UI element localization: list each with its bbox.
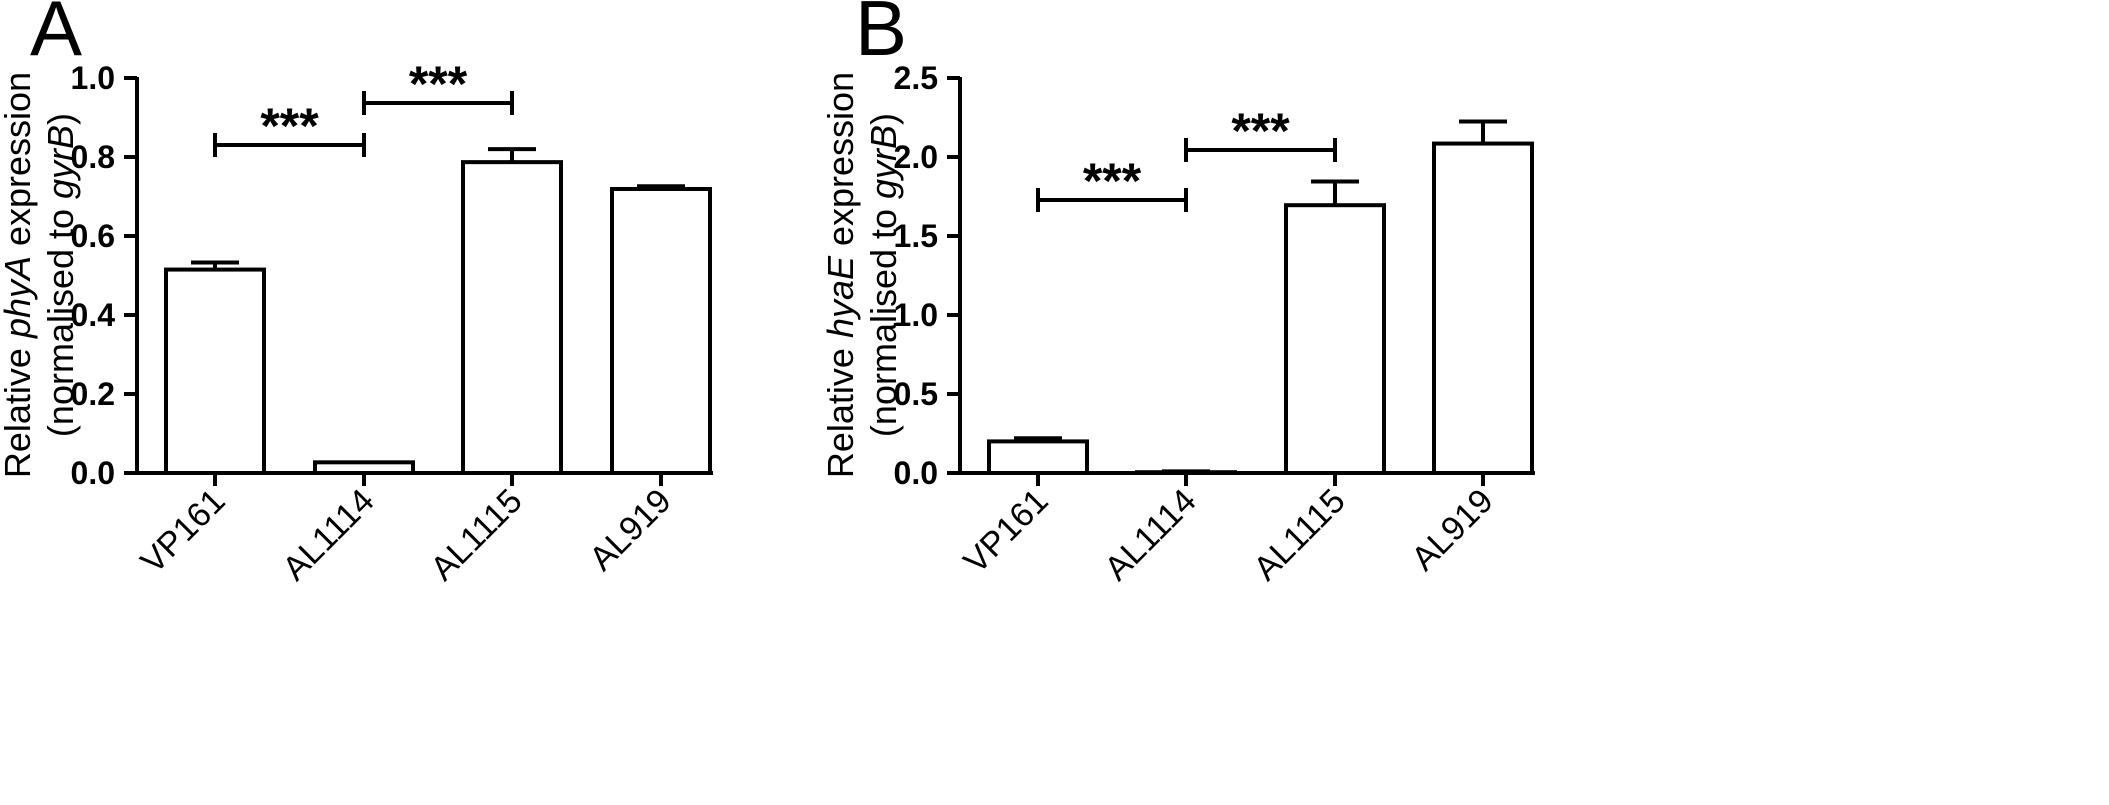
y-axis-label-suffix: expression (820, 72, 861, 256)
y-tick-label: 0.6 (71, 218, 115, 254)
y-tick-label: 0.0 (71, 455, 115, 491)
x-tick-label: VP161 (134, 482, 233, 581)
bar (313, 460, 415, 475)
bar (1432, 141, 1534, 475)
y-axis-label-prefix: Relative (820, 338, 861, 478)
y-tick-label: 0.5 (894, 376, 938, 412)
significance-label: *** (260, 98, 319, 154)
y-axis-label: Relative hyaE expression (820, 72, 861, 478)
y-tick-label: 2.0 (894, 139, 938, 175)
x-tick-label: AL1115 (1246, 482, 1352, 588)
bar (610, 186, 712, 475)
significance-label: *** (409, 56, 468, 112)
y-axis-label-gene: phyA (0, 256, 38, 339)
y-tick-label: 1.0 (894, 297, 938, 333)
significance-label: *** (1083, 153, 1142, 209)
bar (164, 267, 266, 476)
bar (461, 160, 563, 475)
y-tick-label: 1.0 (71, 60, 115, 96)
y-axis-label-normalisation: (normalised to gyrB) (863, 113, 904, 437)
y-tick-label: 0.8 (71, 139, 115, 175)
y-tick-label: 0.0 (894, 455, 938, 491)
x-tick-label: AL919 (1404, 482, 1500, 578)
bar (987, 439, 1089, 475)
panel-letter: B (855, 0, 907, 72)
y-tick-label: 2.5 (894, 60, 938, 96)
normalisation-suffix: ) (863, 113, 904, 125)
significance-label: *** (1231, 103, 1290, 159)
y-axis-label-gene: hyaE (820, 255, 861, 338)
x-tick-label: AL1114 (275, 482, 381, 588)
y-tick-label: 0.2 (71, 376, 115, 412)
bar (1284, 203, 1386, 475)
normalisation-suffix: ) (40, 113, 81, 125)
x-tick-label: AL919 (582, 482, 678, 578)
normalisation-prefix: (normalised to (40, 199, 81, 437)
y-axis-label: Relative phyA expression (0, 72, 38, 478)
y-axis-label-normalisation: (normalised to gyrB) (40, 113, 81, 437)
x-tick-label: AL1115 (423, 482, 529, 588)
y-tick-label: 0.4 (71, 297, 116, 333)
panel-letter: A (30, 0, 82, 72)
normalisation-gene: gyrB (863, 125, 904, 199)
x-tick-label: VP161 (957, 482, 1056, 581)
y-axis-label-prefix: Relative (0, 338, 38, 478)
normalisation-prefix: (normalised to (863, 199, 904, 437)
normalisation-gene: gyrB (40, 125, 81, 199)
y-tick-label: 1.5 (894, 218, 938, 254)
y-axis-label-suffix: expression (0, 72, 38, 256)
x-tick-label: AL1114 (1097, 482, 1203, 588)
